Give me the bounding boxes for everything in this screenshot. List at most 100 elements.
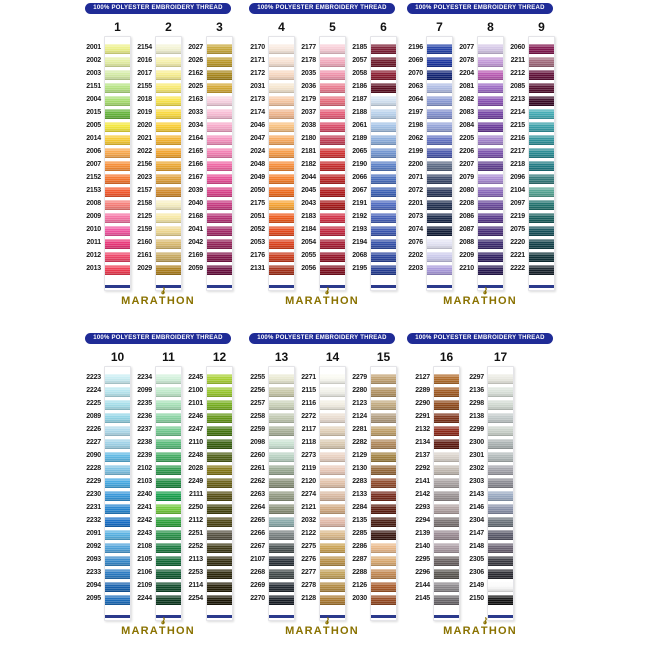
thread-code: 2251 [188, 530, 203, 537]
thread-code: 2110 [188, 439, 204, 446]
thread-code: 2291 [415, 413, 430, 420]
thread-code: 2283 [352, 478, 367, 485]
thread-code: 2233 [86, 569, 101, 576]
thread-code: 2217 [510, 148, 525, 155]
thread-code: 2290 [415, 400, 430, 407]
thread-swatch [207, 439, 232, 449]
thread-code: 2202 [408, 252, 423, 259]
card-header-label: 100% POLYESTER EMBROIDERY THREAD [249, 333, 395, 344]
thread-swatch [371, 239, 396, 249]
thread-strip [487, 366, 514, 621]
thread-code: 2165 [188, 148, 203, 155]
strip-bottom-cap [371, 278, 396, 285]
thread-code: 2226 [86, 426, 101, 433]
thread-swatch [488, 582, 513, 592]
thread-code: 2288 [352, 569, 367, 576]
thread-code: 2298 [469, 400, 484, 407]
thread-code: 2029 [137, 265, 152, 272]
thread-swatch [529, 44, 554, 54]
column-number: 10 [110, 350, 125, 364]
thread-swatch [207, 413, 232, 423]
thread-code: 2076 [408, 239, 423, 246]
thread-code: 2252 [188, 543, 203, 550]
thread-column-17: 17 2297 2136 2298 2138 2299 2300 2301 2302 2303 21… [466, 350, 514, 621]
thread-swatch [529, 252, 554, 262]
thread-code: 2061 [352, 122, 367, 129]
thread-code: 2256 [250, 387, 265, 394]
thread-code: 2173 [250, 96, 265, 103]
thread-code: 2052 [250, 226, 265, 233]
thread-code: 2109 [137, 582, 152, 589]
thread-swatch [529, 226, 554, 236]
thread-swatch [156, 70, 181, 80]
thread-swatch [269, 530, 294, 540]
thread-code: 2077 [459, 44, 474, 51]
thread-swatch [207, 491, 232, 501]
thread-swatch [371, 122, 396, 132]
thread-code: 2091 [86, 530, 101, 537]
thread-card-5: 100% POLYESTER EMBROIDERY THREAD 13 2255 22… [246, 333, 398, 650]
logo-text: MARA [285, 625, 323, 637]
thread-code: 2020 [137, 122, 152, 129]
thread-swatch [269, 213, 294, 223]
thread-swatch [156, 517, 181, 527]
thread-code: 2239 [137, 452, 152, 459]
thread-code: 2071 [408, 174, 423, 181]
thread-swatch [434, 439, 459, 449]
thread-swatch [320, 569, 345, 579]
thread-swatch [269, 70, 294, 80]
thread-code: 2156 [137, 161, 152, 168]
column-row: 13 2255 2256 2257 2258 2259 2098 2260 2261 2262 22… [246, 350, 398, 621]
thread-code: 2037 [301, 109, 316, 116]
flame-icon [161, 617, 165, 625]
column-number: 14 [325, 350, 340, 364]
thread-code: 2238 [137, 439, 152, 446]
thread-swatch [371, 148, 396, 158]
thread-code: 2232 [86, 517, 101, 524]
thread-code: 2246 [188, 413, 203, 420]
thread-code: 2161 [137, 252, 152, 259]
thread-code: 2043 [301, 200, 316, 207]
thread-code: 2001 [86, 44, 101, 51]
strip-top-cap [320, 367, 345, 374]
thread-strip [319, 36, 346, 291]
thread-code: 2260 [250, 452, 265, 459]
thread-code: 2025 [188, 83, 203, 90]
thread-code: 2280 [352, 387, 367, 394]
thread-code: 2086 [459, 213, 474, 220]
thread-swatch [320, 465, 345, 475]
thread-code: 2259 [250, 426, 265, 433]
thread-swatch [529, 265, 554, 275]
thread-swatch [207, 252, 232, 262]
thread-swatch [478, 83, 503, 93]
thread-swatch [529, 239, 554, 249]
strip-edge [156, 615, 181, 618]
thread-code: 2131 [250, 265, 265, 272]
thread-swatch [371, 595, 396, 605]
thread-card-2: 100% POLYESTER EMBROIDERY THREAD 4 2170 217… [246, 3, 398, 325]
thread-swatch [371, 374, 396, 384]
thread-code: 2268 [250, 569, 265, 576]
logo-letter-t: T [159, 287, 167, 307]
thread-swatch [478, 96, 503, 106]
thread-swatch [269, 400, 294, 410]
thread-code: 2036 [301, 83, 316, 90]
thread-code: 2019 [137, 109, 152, 116]
thread-swatch [488, 465, 513, 475]
logo-letter-t: T [159, 617, 167, 637]
thread-code: 2248 [188, 452, 203, 459]
thread-code: 2289 [415, 387, 430, 394]
thread-code: 2176 [250, 252, 265, 259]
strip-edge [269, 285, 294, 288]
thread-code: 2041 [188, 226, 203, 233]
thread-code: 2030 [352, 595, 367, 602]
thread-swatch [207, 265, 232, 275]
thread-swatch [434, 478, 459, 488]
thread-swatch [105, 465, 130, 475]
thread-code: 2067 [352, 187, 367, 194]
card-header-label: 100% POLYESTER EMBROIDERY THREAD [407, 3, 553, 14]
thread-code: 2010 [86, 226, 101, 233]
thread-swatch [320, 109, 345, 119]
thread-code: 2015 [86, 109, 101, 116]
